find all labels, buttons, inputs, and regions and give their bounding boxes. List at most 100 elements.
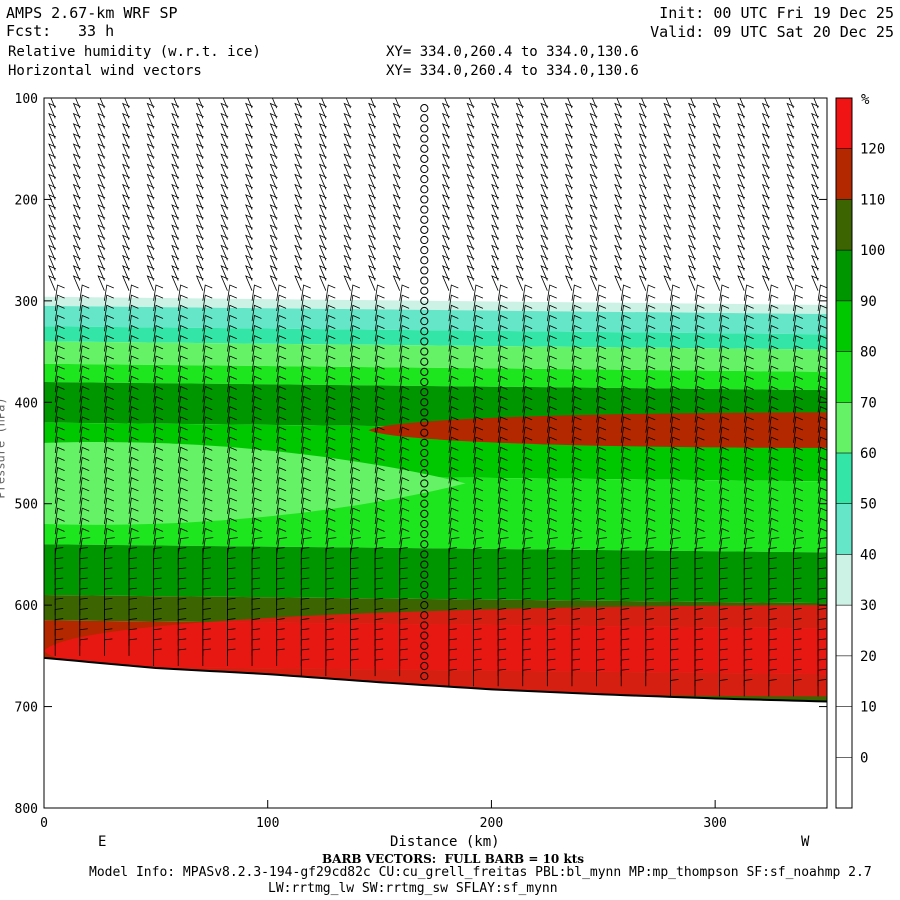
wind-barb (670, 426, 680, 443)
wind-barb (269, 123, 278, 139)
wind-barb-calm (420, 469, 429, 478)
wind-barb (399, 416, 410, 433)
wind-barb (448, 345, 459, 362)
wind-barb (251, 456, 262, 474)
wind-barb (227, 375, 237, 393)
wind-barb (645, 537, 657, 555)
y-tick-label: 500 (15, 498, 38, 513)
wind-barb (491, 265, 500, 281)
wind-barb (128, 294, 139, 312)
wind-barb (128, 467, 139, 484)
wind-barb (227, 436, 237, 454)
wind-barb (473, 456, 484, 474)
wind-barb (620, 325, 631, 342)
wind-barb (343, 194, 352, 210)
wind-barb (392, 254, 401, 271)
wind-barb (761, 234, 770, 251)
wind-barb (546, 517, 557, 535)
wind-barb (546, 406, 557, 423)
wind-barb (694, 335, 705, 352)
x-tick-label: 300 (703, 816, 726, 831)
wind-barb (589, 204, 598, 220)
wind-barb (448, 446, 459, 464)
y-tick-label: 600 (15, 599, 38, 614)
wind-barb (497, 477, 508, 494)
wind-barb (694, 406, 705, 423)
wind-barb (276, 375, 287, 393)
wind-barb (368, 112, 377, 129)
wind-barb (786, 123, 795, 139)
wind-barb (620, 294, 631, 312)
wind-barb (614, 183, 623, 200)
wind-barb (670, 385, 680, 403)
wind-barb (620, 426, 631, 443)
wind-barb (448, 507, 459, 525)
wind-barb (350, 446, 361, 464)
wind-barb (614, 163, 623, 180)
wind-barb (128, 335, 139, 352)
wind-barb (97, 214, 106, 231)
wind-barb (79, 375, 90, 393)
wind-barb (645, 507, 656, 525)
wind-barb (712, 244, 721, 261)
wind-barb (54, 507, 65, 525)
wind-barb (737, 214, 746, 231)
wind-barb (104, 507, 114, 525)
wind-barb (195, 224, 204, 241)
wind-barb (540, 173, 549, 190)
wind-barb (491, 173, 500, 190)
wind-barb (761, 254, 770, 271)
wind-barb (688, 224, 696, 241)
wind-barb (811, 214, 819, 231)
wind-barb (571, 436, 582, 454)
wind-barb (522, 345, 533, 362)
y-tick-label: 200 (15, 193, 38, 208)
wind-barb (793, 314, 803, 332)
wind-barb (546, 416, 557, 433)
wind-barb (571, 385, 582, 403)
wind-barb (616, 98, 622, 109)
wind-barb (663, 244, 672, 261)
wind-barb (473, 446, 484, 464)
wind-barb (104, 426, 114, 443)
wind-barb (227, 335, 237, 352)
wind-barb (350, 385, 361, 403)
wind-barb (350, 294, 361, 312)
y-tick-label: 700 (15, 701, 38, 716)
wind-barb (122, 194, 130, 210)
wind-barb (786, 214, 795, 231)
wind-barb (596, 396, 607, 413)
wind-barb (300, 294, 311, 312)
wind-barb (638, 123, 647, 139)
wind-barb (719, 385, 730, 403)
wind-barb (350, 456, 361, 474)
wind-barb (153, 284, 164, 301)
wind-barb (589, 234, 598, 251)
wind-barb-calm (420, 499, 429, 508)
wind-barb (325, 658, 334, 677)
wind-barb (146, 224, 155, 241)
wind-barb-calm (420, 590, 429, 600)
wind-barb (638, 133, 647, 149)
wind-barb (466, 163, 475, 180)
wind-barb (589, 194, 598, 210)
wind-barb (350, 335, 361, 352)
wind-barb (48, 275, 57, 291)
wind-barb (694, 426, 705, 443)
wind-barb (48, 183, 57, 200)
wind-barb (719, 314, 730, 332)
wind-barb (368, 214, 377, 231)
wind-barb (737, 224, 746, 241)
wind-barb (177, 385, 188, 403)
wind-barb (392, 173, 401, 190)
wind-barb (761, 224, 770, 241)
wind-barb (737, 194, 746, 210)
wind-barb (444, 98, 450, 109)
wind-barb (177, 467, 188, 484)
wind-barb (571, 537, 583, 555)
valid-time: Valid: 09 UTC Sat 20 Dec 25 (650, 23, 894, 41)
wind-barb (350, 537, 361, 555)
wind-barb (399, 507, 410, 525)
wind-barb (589, 214, 598, 231)
wind-barb (522, 365, 533, 383)
